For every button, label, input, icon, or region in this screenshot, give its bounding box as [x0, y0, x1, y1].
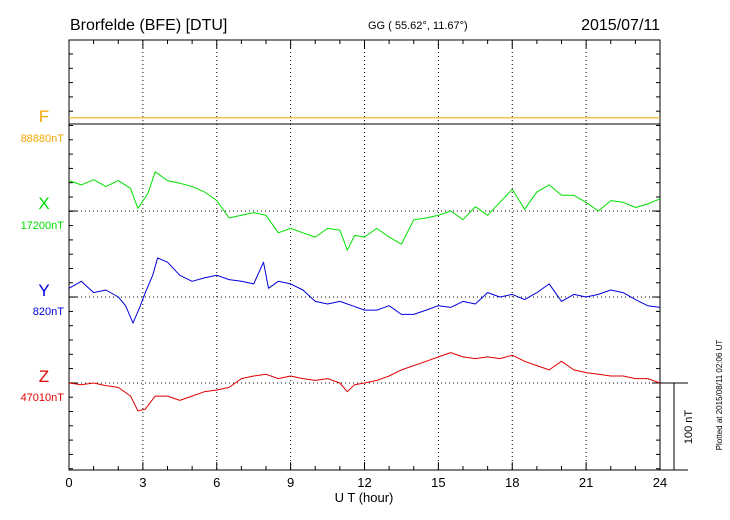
scale-bar-label: 100 nT	[683, 410, 695, 445]
series-line-z	[68, 352, 661, 412]
x-tick-label: 15	[431, 475, 445, 490]
scale-bar: 100 nT	[660, 382, 695, 471]
axis-ticks	[68, 40, 661, 470]
station-coordinates: GG ( 55.62°, 11.67°)	[368, 20, 468, 32]
x-tick-label: 6	[213, 475, 220, 490]
series-labels: F 88880nT X 17200nT Y 820nT Z 47010nT	[21, 107, 65, 404]
series-baseline-z: 47010nT	[21, 392, 65, 404]
series-name-z: Z	[39, 367, 49, 386]
series-name-f: F	[39, 107, 49, 126]
series-name-y: Y	[38, 281, 49, 300]
x-tick-labels: 0 3 6 9 12 15 18 21 24	[65, 475, 667, 490]
series-baseline-f: 88880nT	[21, 133, 65, 145]
x-tick-label: 9	[287, 475, 294, 490]
station-title: Brorfelde (BFE) [DTU]	[70, 17, 227, 34]
x-tick-label: 18	[505, 475, 519, 490]
x-tick-label: 21	[579, 475, 593, 490]
series-line-y	[68, 257, 661, 324]
series-lines	[68, 117, 661, 412]
x-tick-label: 12	[357, 475, 371, 490]
series-baseline-x: 17200nT	[21, 220, 65, 232]
series-baseline-y: 820nT	[33, 306, 64, 318]
chart-date: 2015/07/11	[581, 17, 660, 34]
x-tick-label: 3	[139, 475, 146, 490]
series-name-x: X	[38, 194, 49, 213]
x-tick-label: 0	[65, 475, 72, 490]
series-line-x	[68, 171, 661, 251]
grid-lines	[69, 40, 660, 470]
x-axis-label: U T (hour)	[335, 490, 394, 505]
plotted-timestamp: Plotted at 2015/08/11 02:06 UT	[715, 340, 724, 451]
x-tick-label: 24	[653, 475, 667, 490]
